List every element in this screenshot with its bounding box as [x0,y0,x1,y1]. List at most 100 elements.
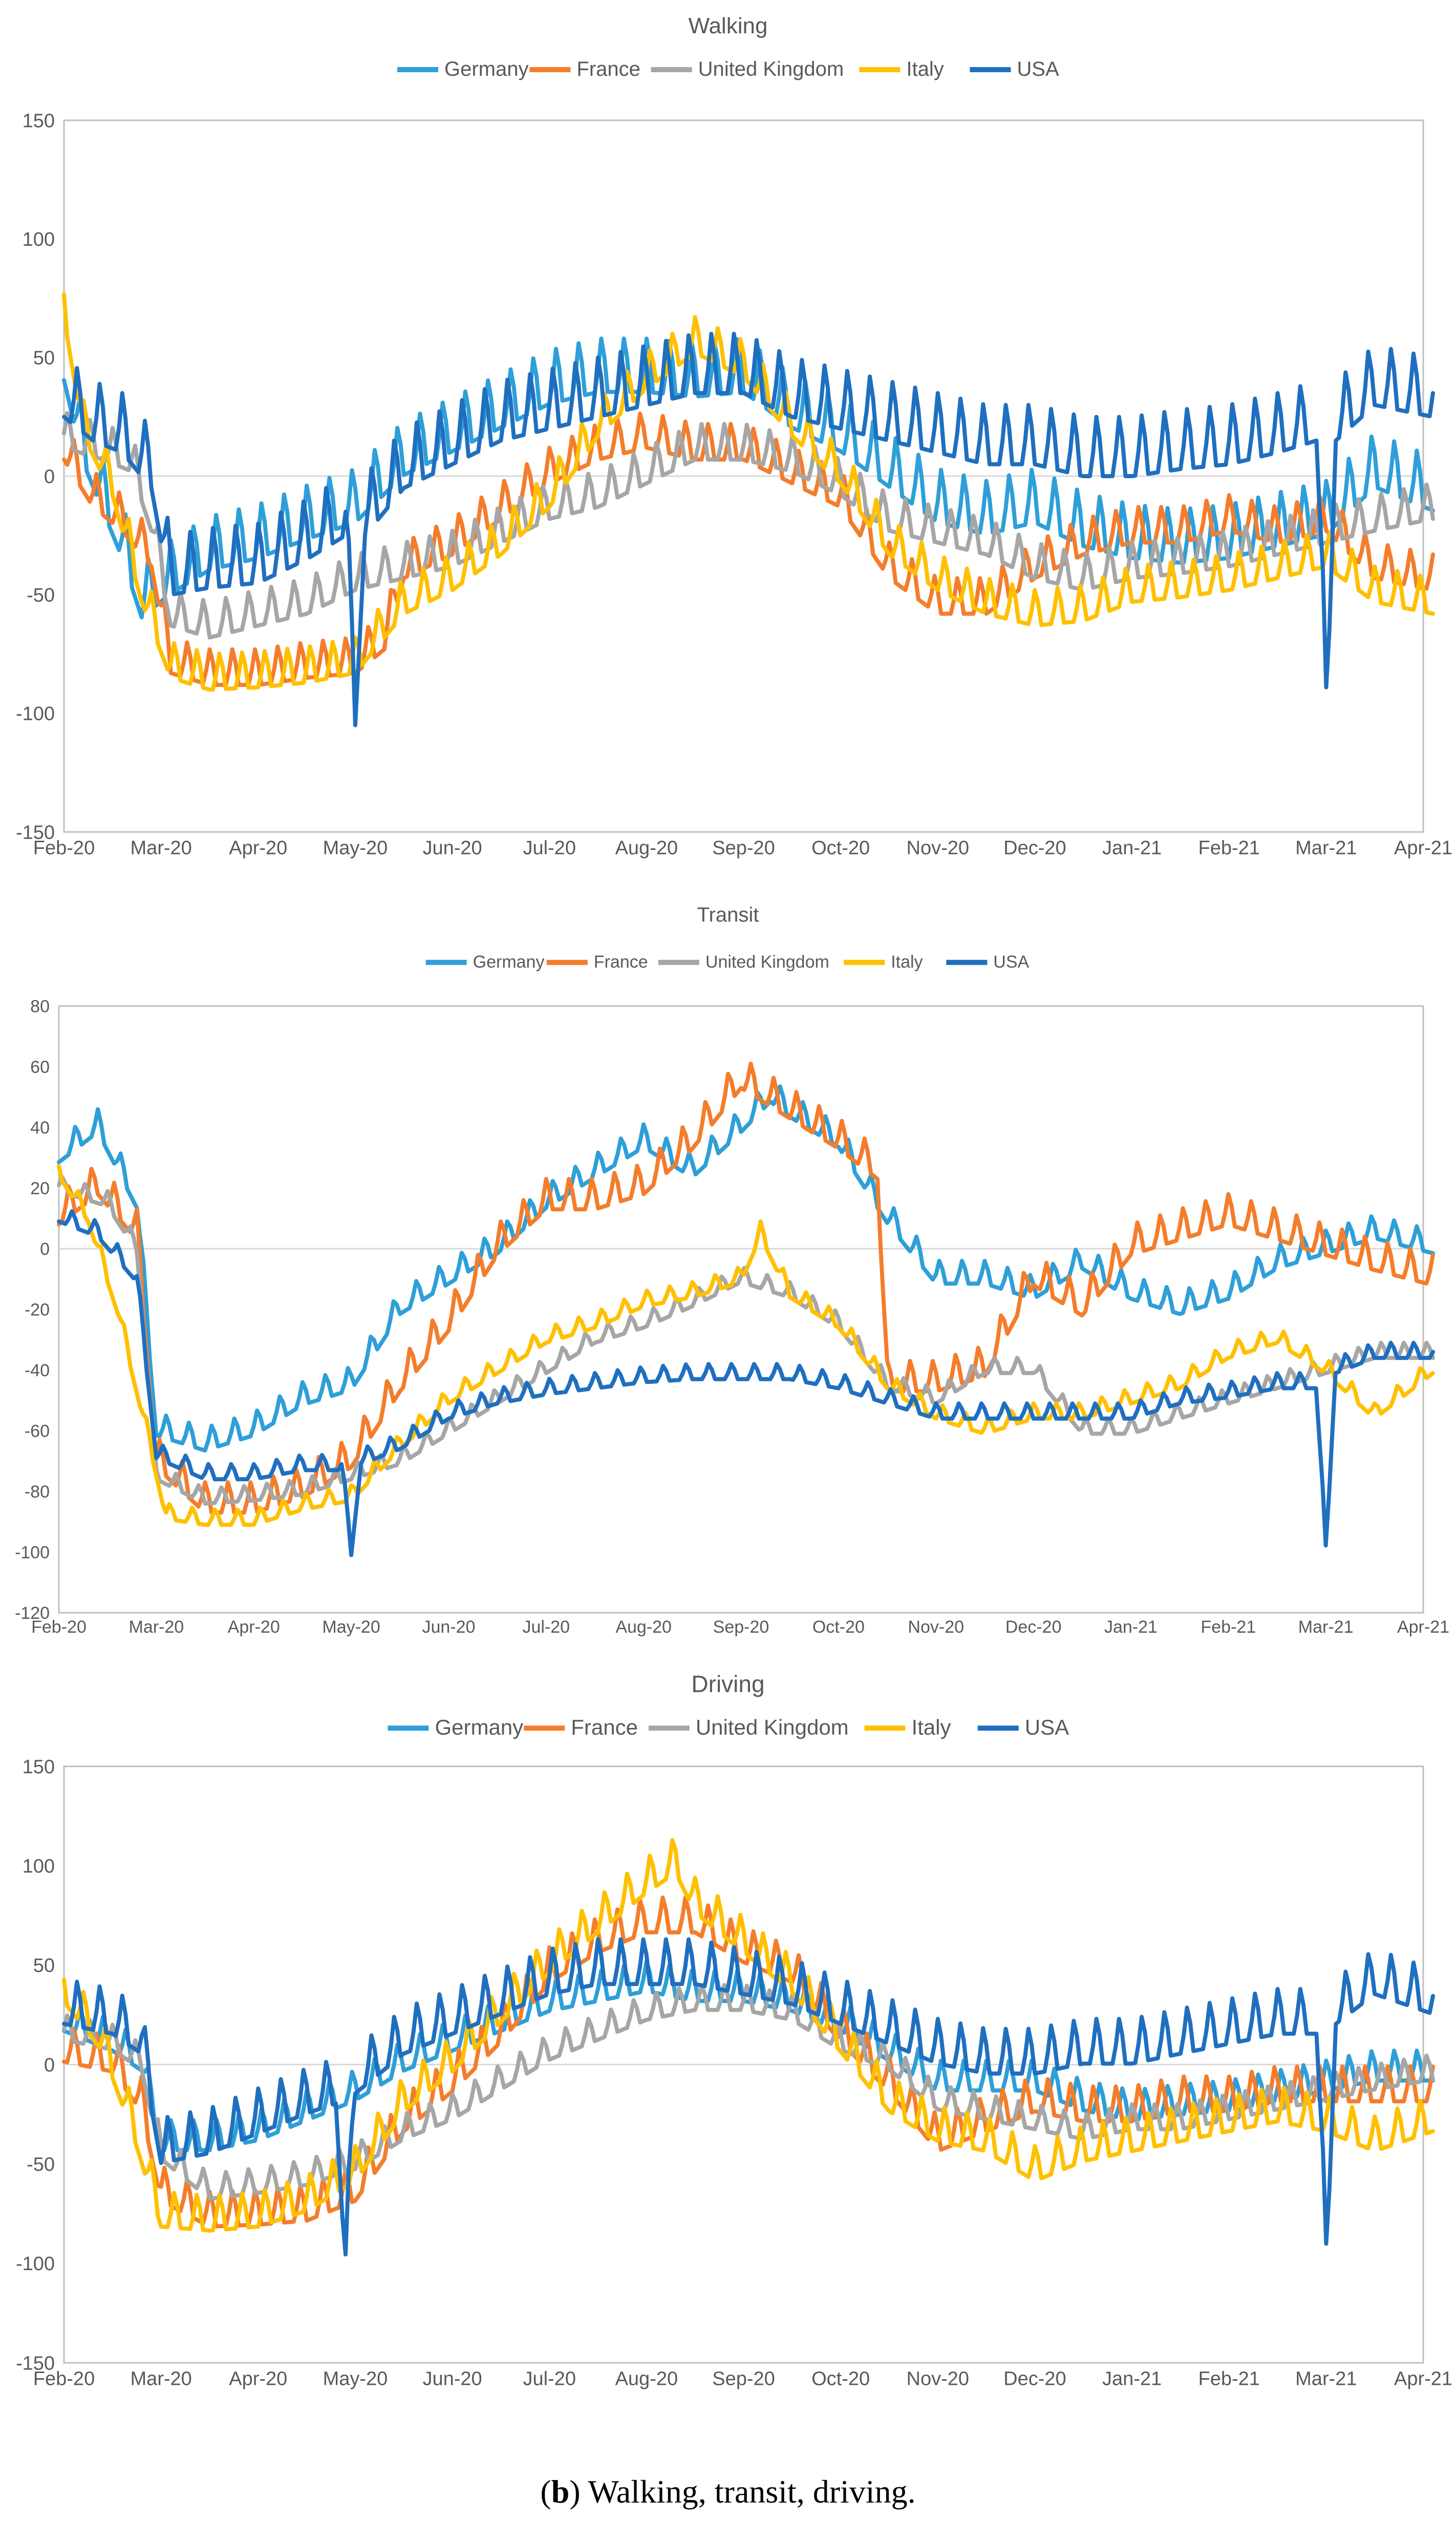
y-tick-label: -100 [15,1543,50,1562]
legend-label: United Kingdom [696,1715,849,1739]
legend-label: USA [993,952,1029,972]
x-tick-label: Feb-21 [1201,1617,1256,1637]
x-tick-label: Feb-21 [1198,2368,1260,2390]
legend-label: United Kingdom [698,58,844,80]
y-tick-label: 0 [44,2055,55,2076]
y-tick-label: -50 [27,585,55,606]
series-line-germany [57,1084,1435,1452]
legend-item-united-kingdom: United Kingdom [651,58,844,80]
legend-item-france: France [524,1715,638,1739]
x-tick-label: Mar-21 [1295,838,1357,859]
x-tick-label: Jul-20 [523,2368,576,2390]
x-tick-label: Mar-20 [130,2368,191,2390]
x-tick-label: Apr-20 [229,838,287,859]
x-tick-label: Sep-20 [712,838,775,859]
series-line-usa [62,332,1435,728]
x-tick-label: Jan-21 [1102,838,1162,859]
y-tick-label: 20 [30,1179,50,1198]
legend-item-united-kingdom: United Kingdom [658,952,829,972]
chart-title: Driving [691,1671,764,1697]
x-tick-label: Mar-20 [130,838,191,859]
series-line-united-kingdom [62,1983,1435,2201]
chart-title: Transit [697,904,759,926]
y-tick-label: 0 [40,1240,50,1259]
x-tick-label: Mar-20 [129,1617,184,1637]
y-tick-label: -100 [16,2253,55,2275]
legend-label: USA [1017,58,1059,80]
caption-text: ) Walking, transit, driving. [569,2473,916,2510]
series-line-italy [62,292,1435,692]
x-tick-label: Dec-20 [1005,1617,1062,1637]
series-line-usa [62,1937,1435,2257]
legend-item-united-kingdom: United Kingdom [648,1715,849,1739]
y-tick-label: 100 [23,1855,55,1877]
x-tick-label: May-20 [322,1617,380,1637]
legend-item-usa: USA [946,952,1030,972]
legend-item-germany: Germany [388,1715,523,1739]
x-tick-label: Jan-21 [1102,2368,1162,2390]
legend-item-italy: Italy [844,952,923,972]
y-tick-label: 150 [23,1756,55,1778]
y-tick-label: -50 [27,2154,55,2175]
x-tick-label: Jun-20 [422,1617,475,1637]
x-tick-label: Oct-20 [812,1617,865,1637]
y-tick-label: 0 [44,466,55,487]
x-tick-label: Oct-20 [811,2368,870,2390]
legend-label: USA [1025,1715,1069,1739]
x-tick-label: Apr-21 [1394,2368,1452,2390]
legend-item-germany: Germany [397,58,529,80]
y-tick-label: 150 [23,110,55,132]
legend-label: United Kingdom [705,952,829,972]
caption-lead: b [551,2473,570,2510]
x-tick-label: May-20 [323,838,388,859]
x-tick-label: Sep-20 [713,1617,769,1637]
legend-item-italy: Italy [864,1715,951,1739]
x-tick-label: Mar-21 [1295,2368,1357,2390]
series-line-italy [57,1164,1435,1527]
x-tick-label: Oct-20 [811,838,870,859]
chart-title: Walking [689,13,768,38]
walking-chart: Walking Germany France United Kingdom Italy U… [0,0,1456,881]
y-tick-label: -150 [16,822,55,843]
x-tick-label: Nov-20 [907,838,970,859]
x-tick-label: Feb-20 [33,838,95,859]
legend-label: France [571,1715,638,1739]
plot-area [58,1005,1424,1614]
chart-svg: Transit Germany France United Kingdom Italy U… [15,904,1449,1637]
legend-label: Italy [906,58,944,80]
series-line-france [57,1061,1435,1515]
x-tick-label: Jul-20 [523,838,576,859]
x-tick-label: Mar-21 [1298,1617,1354,1637]
legend-item-france: France [529,58,640,80]
y-tick-label: 50 [33,1955,55,1977]
legend-item-usa: USA [970,58,1059,80]
legend-label: Germany [473,952,545,972]
x-tick-label: Jul-20 [522,1617,570,1637]
y-tick-label: -100 [16,703,55,725]
x-tick-label: Dec-20 [1003,838,1066,859]
y-tick-label: -20 [25,1300,50,1319]
x-tick-label: Aug-20 [615,838,678,859]
x-tick-label: Jun-20 [422,838,482,859]
legend-label: Germany [444,58,529,80]
x-tick-label: Sep-20 [712,2368,775,2390]
x-tick-label: Jan-21 [1104,1617,1158,1637]
transit-chart: Transit Germany France United Kingdom Italy U… [0,891,1456,1664]
x-tick-label: Nov-20 [907,2368,970,2390]
x-tick-label: Apr-20 [229,2368,287,2390]
legend-item-usa: USA [977,1715,1069,1739]
x-tick-label: Nov-20 [908,1617,964,1637]
y-tick-label: -60 [25,1421,50,1441]
figure-caption: (b) Walking, transit, driving. [540,2473,916,2510]
series-line-united-kingdom [57,1174,1435,1506]
legend-label: Germany [435,1715,523,1739]
y-tick-label: 80 [30,997,50,1016]
chart-svg: Walking Germany France United Kingdom Italy U… [16,13,1452,859]
y-tick-label: -150 [16,2353,55,2374]
legend-item-italy: Italy [859,58,944,80]
chart-svg: Driving Germany France United Kingdom Italy U… [16,1671,1452,2390]
x-tick-label: Jun-20 [422,2368,482,2390]
y-tick-label: 60 [30,1057,50,1077]
series-line-italy [62,1838,1435,2233]
x-tick-label: Feb-20 [33,2368,95,2390]
